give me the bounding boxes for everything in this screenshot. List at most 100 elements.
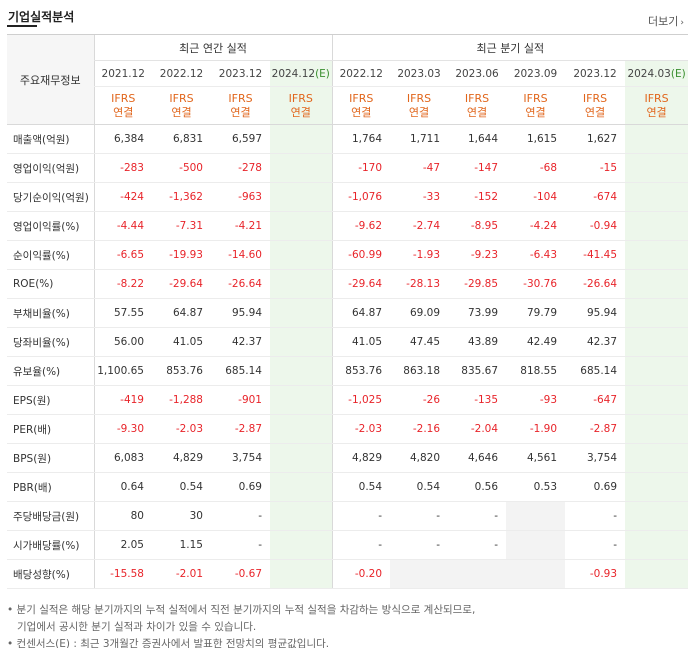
period-label: 2023.09: [513, 67, 558, 80]
table-cell: -1,362: [152, 182, 211, 212]
table-cell: -: [390, 530, 449, 560]
row-label: 당기순이익(억원): [7, 182, 94, 212]
table-cell: [625, 559, 689, 589]
table-cell: [270, 414, 333, 444]
table-cell: -147: [448, 153, 507, 183]
table-cell: -647: [565, 385, 626, 415]
row-label: ROE(%): [7, 269, 94, 299]
ifrs-consolidated: 연결: [113, 105, 134, 119]
period-label: 2023.03: [397, 67, 441, 80]
period-header: 2022.12: [152, 60, 211, 87]
table-row: 유보율(%) 1,100.65 853.76 685.14 853.76 863.18 83…: [7, 356, 689, 386]
table-cell: -963: [211, 182, 270, 212]
table-cell: 57.55: [93, 298, 152, 328]
period-header: 2022.12: [331, 60, 391, 87]
table-cell: -901: [211, 385, 270, 415]
table-cell: [625, 443, 689, 473]
period-header-row: 2021.12 2022.12 2023.12 2024.12(E) 2022.12 20…: [7, 60, 689, 87]
section-header: 기업실적분석 더보기 ›: [0, 0, 694, 30]
table-cell: 47.45: [390, 327, 449, 357]
ifrs-standard: IFRS: [582, 91, 608, 105]
ifrs-standard: IFRS: [228, 91, 253, 105]
footnote-2: • 컨센서스(E) : 최근 3개월간 증권사에서 발표한 전망치의 평균값입니…: [7, 638, 330, 648]
table-cell: 0.54: [152, 472, 211, 502]
estimate-marker: (E): [315, 67, 330, 80]
table-cell: 43.89: [448, 327, 507, 357]
annual-group-label: 최근 연간 실적: [93, 34, 333, 61]
table-cell: 41.05: [331, 327, 391, 357]
more-link[interactable]: 더보기 ›: [648, 13, 684, 29]
table-cell: -15: [565, 153, 626, 183]
table-cell: 95.94: [565, 298, 626, 328]
table-cell: [270, 153, 333, 183]
table-cell: -: [448, 501, 507, 531]
table-cell: [625, 356, 689, 386]
table-cell: -2.87: [211, 414, 270, 444]
table-cell: 42.49: [506, 327, 566, 357]
table-cell: [625, 269, 689, 299]
table-cell: 6,831: [152, 124, 211, 154]
table-cell: [270, 559, 333, 589]
table-cell: -2.03: [152, 414, 211, 444]
ifrs-consolidated: 연결: [351, 105, 372, 119]
ifrs-consolidated: 연결: [408, 105, 430, 119]
period-header: 2024.03(E): [625, 60, 689, 87]
table-cell: -4.24: [506, 211, 566, 241]
ifrs-label: IFRS 연결: [565, 86, 626, 125]
table-cell: -68: [506, 153, 566, 183]
table-cell: 41.05: [152, 327, 211, 357]
table-cell: [390, 559, 449, 589]
ifrs-standard: IFRS: [349, 91, 374, 105]
estimate-marker: (E): [670, 67, 686, 80]
table-cell: 30: [152, 501, 211, 531]
table-cell: 6,083: [93, 443, 152, 473]
period-header: 2023.12: [565, 60, 626, 87]
table-cell: -4.21: [211, 211, 270, 241]
table-cell: -4.44: [93, 211, 152, 241]
table-body: 매출액(억원) 6,384 6,831 6,597 1,764 1,711 1,644 1,6…: [7, 124, 689, 589]
table-cell: -15.58: [93, 559, 152, 589]
table-cell: -135: [448, 385, 507, 415]
row-label: 주당배당금(원): [7, 501, 94, 531]
chevron-right-icon: ›: [680, 18, 684, 28]
table-cell: -9.62: [331, 211, 391, 241]
table-cell: [270, 530, 333, 560]
table-cell: 863.18: [390, 356, 449, 386]
table-cell: 685.14: [565, 356, 626, 386]
ifrs-standard: IFRS: [111, 91, 136, 105]
ifrs-consolidated: 연결: [584, 105, 606, 119]
period-header: 2023.03: [390, 60, 449, 87]
table-cell: [270, 269, 333, 299]
financial-table: 주요재무정보 최근 연간 실적 최근 분기 실적 2021.12 2022.12 2…: [7, 34, 689, 589]
ifrs-header-row: IFRS 연결 IFRS 연결 IFRS 연결 IFRS 연결 IFRS 연결 IFRS 연결 IFRS…: [7, 86, 689, 125]
table-cell: -419: [93, 385, 152, 415]
ifrs-standard: IFRS: [644, 91, 669, 105]
table-cell: [270, 472, 333, 502]
table-cell: -28.13: [390, 269, 449, 299]
ifrs-label: IFRS 연결: [152, 86, 211, 125]
table-cell: 95.94: [211, 298, 270, 328]
table-cell: 1,644: [448, 124, 507, 154]
table-cell: -60.99: [331, 240, 391, 270]
ifrs-consolidated: 연결: [525, 105, 546, 119]
table-cell: [270, 298, 333, 328]
table-cell: 1,627: [565, 124, 626, 154]
table-cell: -30.76: [506, 269, 566, 299]
table-cell: [625, 414, 689, 444]
table-cell: 0.64: [93, 472, 152, 502]
table-cell: 1,711: [390, 124, 449, 154]
table-row: 영업이익(억원) -283 -500 -278 -170 -47 -147 -68 -15: [7, 153, 689, 183]
table-cell: 6,597: [211, 124, 270, 154]
table-cell: [625, 298, 689, 328]
table-cell: 818.55: [506, 356, 566, 386]
title-underline: [7, 25, 37, 27]
period-label: 2023.12: [573, 67, 617, 80]
footnote-1: • 분기 실적은 해당 분기까지의 누적 실적에서 직전 분기까지의 누적 실적…: [7, 604, 476, 616]
table-cell: -0.20: [331, 559, 391, 589]
table-row: 당기순이익(억원) -424 -1,362 -963 -1,076 -33 -152 -104…: [7, 182, 689, 212]
table-cell: 1,615: [506, 124, 566, 154]
table-cell: 64.87: [331, 298, 391, 328]
table-cell: -14.60: [211, 240, 270, 270]
table-cell: [270, 356, 333, 386]
table-row: 영업이익률(%) -4.44 -7.31 -4.21 -9.62 -2.74 -8.95 -4…: [7, 211, 689, 241]
